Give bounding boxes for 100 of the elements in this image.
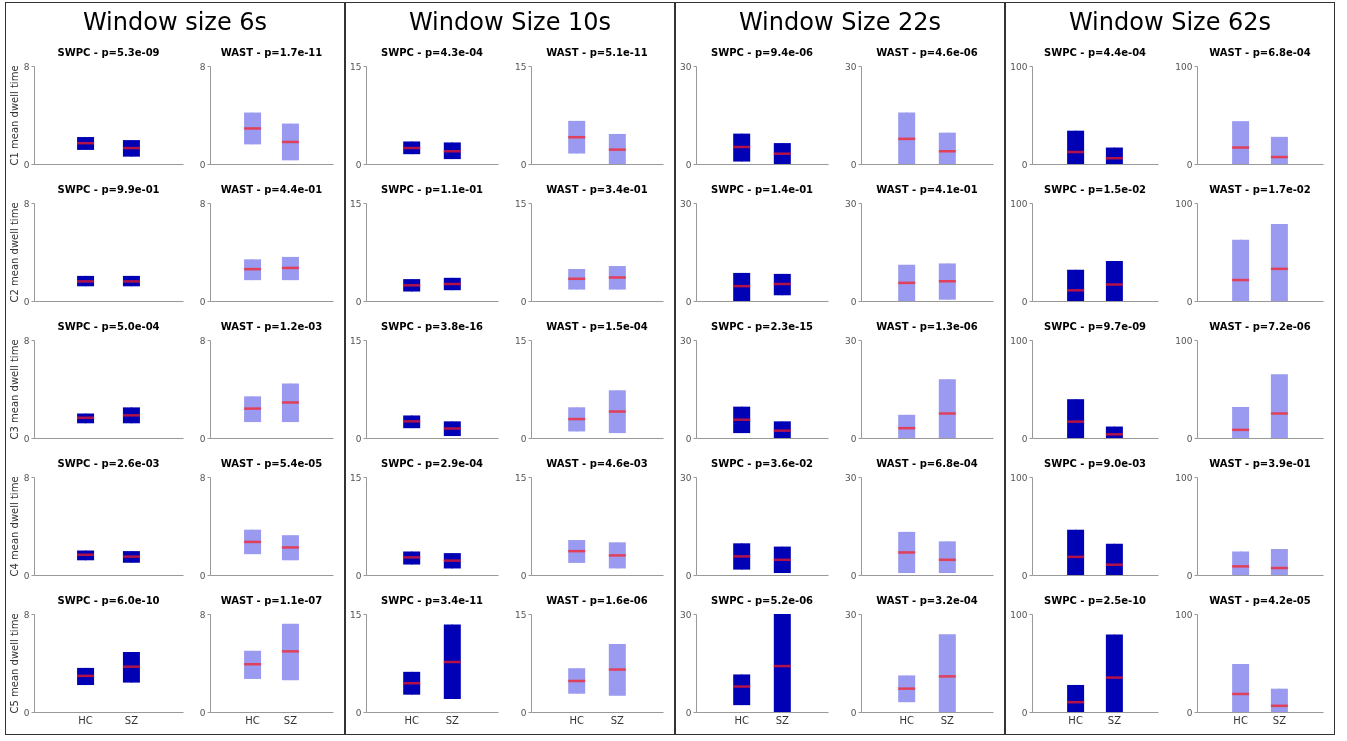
y-tick-label: 15 <box>350 472 362 483</box>
y-tick-label: 30 <box>845 61 857 72</box>
y-tick-label: 0 <box>1021 433 1028 444</box>
y-tick-label: 15 <box>515 61 527 72</box>
chart-title: WAST - p=4.6e-03 <box>546 458 648 469</box>
y-tick-label: 15 <box>350 609 362 620</box>
y-tick-label: 100 <box>1175 61 1193 72</box>
chart-title: SWPC - p=9.9e-01 <box>57 184 160 195</box>
chart-title: SWPC - p=2.9e-04 <box>380 458 484 469</box>
x-tick-label: HC <box>734 714 749 726</box>
chart-title: SWPC - p=9.0e-03 <box>1043 458 1147 469</box>
chart-title: SWPC - p=9.7e-09 <box>1043 321 1147 332</box>
y-tick-label: 0 <box>520 296 527 307</box>
chart-title: SWPC - p=5.3e-09 <box>57 47 160 58</box>
y-tick-label: 15 <box>515 472 527 483</box>
y-tick-label: 30 <box>845 198 857 209</box>
y-tick-label: 30 <box>845 472 857 483</box>
y-tick-label: 0 <box>199 570 206 581</box>
y-tick-label: 15 <box>515 198 527 209</box>
y-tick-label: 0 <box>355 433 362 444</box>
x-tick-label: HC <box>569 714 584 726</box>
chart-title: WAST - p=1.5e-04 <box>546 321 648 332</box>
y-tick-label: 15 <box>515 609 527 620</box>
y-tick-label: 0 <box>1186 296 1193 307</box>
y-axis-title: C2 mean dwell time <box>8 202 20 303</box>
y-tick-label: 0 <box>1186 433 1193 444</box>
chart-title: SWPC - p=3.8e-16 <box>380 321 484 332</box>
y-tick-label: 100 <box>1010 472 1028 483</box>
x-tick-label: HC <box>245 714 260 726</box>
y-tick-label: 0 <box>355 159 362 170</box>
y-tick-label: 0 <box>199 433 206 444</box>
y-tick-label: 0 <box>685 159 692 170</box>
chart-title: SWPC - p=3.4e-11 <box>380 595 484 606</box>
y-tick-label: 30 <box>680 198 692 209</box>
x-tick-label: SZ <box>775 714 790 726</box>
y-tick-label: 0 <box>23 433 30 444</box>
x-tick-label: SZ <box>1272 714 1287 726</box>
chart-title: WAST - p=5.4e-05 <box>220 458 323 469</box>
x-tick-label: HC <box>78 714 93 726</box>
y-tick-label: 100 <box>1010 198 1028 209</box>
y-tick-label: 0 <box>1021 296 1028 307</box>
chart-title: WAST - p=1.7e-02 <box>1209 184 1311 195</box>
chart-title: WAST - p=1.2e-03 <box>220 321 323 332</box>
text: Window Size 62s <box>1067 8 1273 36</box>
y-axis-title: C1 mean dwell time <box>8 65 20 166</box>
chart-title: WAST - p=7.2e-06 <box>1209 321 1311 332</box>
y-tick-label: 0 <box>520 570 527 581</box>
y-tick-label: 0 <box>23 707 30 718</box>
chart-title: SWPC - p=3.6e-02 <box>710 458 814 469</box>
chart-title: WAST - p=3.4e-01 <box>546 184 648 195</box>
text: Window Size 22s <box>737 8 943 36</box>
chart-title: WAST - p=3.2e-04 <box>876 595 978 606</box>
y-tick-label: 15 <box>350 198 362 209</box>
y-tick-label: 30 <box>680 609 692 620</box>
y-tick-label: 8 <box>199 472 206 483</box>
y-tick-label: 8 <box>23 609 30 620</box>
chart-title: WAST - p=6.8e-04 <box>876 458 978 469</box>
y-tick-label: 0 <box>850 433 857 444</box>
y-tick-label: 100 <box>1175 198 1193 209</box>
y-tick-label: 0 <box>1186 159 1193 170</box>
y-tick-label: 100 <box>1175 609 1193 620</box>
chart-title: WAST - p=1.6e-06 <box>546 595 648 606</box>
chart-title: SWPC - p=2.3e-15 <box>710 321 814 332</box>
y-tick-label: 8 <box>23 335 30 346</box>
chart-title: WAST - p=5.1e-11 <box>546 47 648 58</box>
y-tick-label: 0 <box>850 570 857 581</box>
y-axis-title: C5 mean dwell time <box>8 613 20 714</box>
y-tick-label: 0 <box>199 707 206 718</box>
chart-title: SWPC - p=2.6e-03 <box>57 458 160 469</box>
x-tick-label: SZ <box>124 714 139 726</box>
y-tick-label: 0 <box>685 570 692 581</box>
y-tick-label: 0 <box>1186 570 1193 581</box>
x-tick-label: HC <box>899 714 914 726</box>
y-tick-label: 100 <box>1010 609 1028 620</box>
text: Window size 6s <box>81 8 269 36</box>
y-tick-label: 0 <box>355 570 362 581</box>
y-tick-label: 0 <box>850 159 857 170</box>
y-tick-label: 0 <box>685 707 692 718</box>
y-tick-label: 0 <box>685 296 692 307</box>
chart-title: WAST - p=4.1e-01 <box>876 184 978 195</box>
x-tick-label: SZ <box>610 714 625 726</box>
chart-title: SWPC - p=2.5e-10 <box>1043 595 1147 606</box>
y-tick-label: 30 <box>680 472 692 483</box>
y-tick-label: 30 <box>845 335 857 346</box>
chart-title: WAST - p=1.3e-06 <box>876 321 978 332</box>
y-tick-label: 8 <box>199 61 206 72</box>
y-tick-label: 0 <box>1021 570 1028 581</box>
y-tick-label: 0 <box>520 433 527 444</box>
y-tick-label: 8 <box>23 198 30 209</box>
y-tick-label: 0 <box>685 433 692 444</box>
y-tick-label: 0 <box>199 159 206 170</box>
y-tick-label: 100 <box>1175 335 1193 346</box>
y-tick-label: 0 <box>23 159 30 170</box>
y-tick-label: 0 <box>1186 707 1193 718</box>
chart-title: WAST - p=3.9e-01 <box>1209 458 1311 469</box>
chart-title: SWPC - p=4.4e-04 <box>1043 47 1147 58</box>
x-tick-label: SZ <box>445 714 460 726</box>
y-axis-title: C4 mean dwell time <box>8 476 20 577</box>
chart-title: WAST - p=4.6e-06 <box>876 47 978 58</box>
y-tick-label: 15 <box>515 335 527 346</box>
